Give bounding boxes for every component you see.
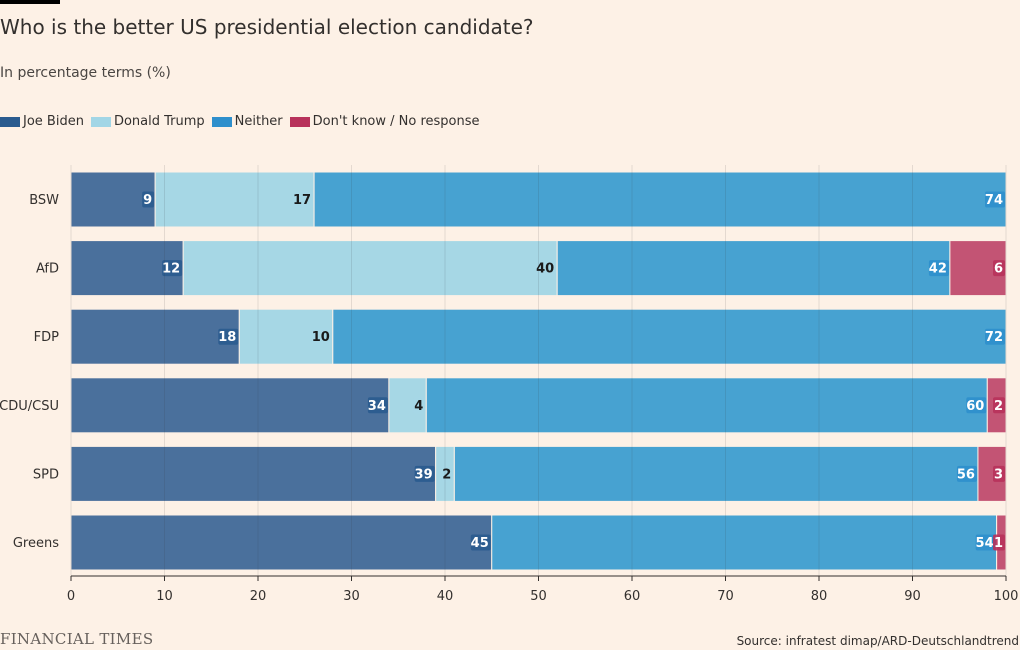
legend-item-trump: Donald Trump bbox=[90, 114, 205, 129]
value-label-spd-series-2: 56 bbox=[957, 467, 975, 482]
value-label-bg-spd-series-1 bbox=[441, 465, 454, 482]
legend-item-neither: Neither bbox=[211, 114, 283, 129]
value-label-cdu-csu-series-3: 2 bbox=[994, 399, 1003, 414]
value-label-bg-greens-series-2 bbox=[975, 534, 996, 551]
value-label-bg-afd-series-2 bbox=[928, 260, 949, 277]
legend-swatch-trump bbox=[90, 116, 111, 127]
value-label-bg-cdu-csu-series-3 bbox=[993, 397, 1005, 414]
value-label-bg-cdu-csu-series-2 bbox=[966, 397, 987, 414]
bar-cdu-csu-series-0 bbox=[70, 377, 390, 434]
value-label-bg-bsw-series-0 bbox=[142, 191, 155, 208]
bar-cdu-csu-series-2 bbox=[425, 377, 988, 434]
bar-bsw-series-1 bbox=[154, 171, 315, 228]
value-label-bg-afd-series-0 bbox=[162, 260, 183, 277]
bar-afd-series-2 bbox=[556, 240, 951, 297]
legend-label-neither: Neither bbox=[234, 114, 283, 129]
bar-afd-series-1 bbox=[182, 240, 558, 297]
source-note: Source: infratest dimap/ARD-Deutschlandt… bbox=[736, 634, 1019, 648]
value-label-bg-fdp-series-2 bbox=[985, 328, 1005, 345]
bar-bsw-series-2 bbox=[313, 171, 1007, 228]
value-label-afd-series-2: 42 bbox=[929, 262, 947, 277]
x-tick-label-30: 30 bbox=[343, 589, 360, 604]
chart-subtitle: In percentage terms (%) bbox=[0, 65, 171, 81]
x-tick-label-80: 80 bbox=[811, 589, 828, 604]
category-label-fdp: FDP bbox=[34, 330, 59, 345]
value-label-bg-cdu-csu-series-1 bbox=[413, 397, 426, 414]
category-label-greens: Greens bbox=[13, 536, 59, 551]
value-label-fdp-series-1: 10 bbox=[312, 330, 330, 345]
value-label-bg-greens-series-3 bbox=[993, 534, 1005, 551]
top-rule bbox=[0, 0, 60, 4]
value-label-fdp-series-2: 72 bbox=[985, 330, 1003, 345]
bar-bsw-series-0 bbox=[70, 171, 156, 228]
value-label-fdp-series-0: 18 bbox=[218, 330, 236, 345]
value-label-bsw-series-2: 74 bbox=[985, 193, 1003, 208]
bar-spd-series-0 bbox=[70, 445, 437, 502]
value-label-bg-spd-series-3 bbox=[993, 465, 1005, 482]
bar-greens-series-2 bbox=[491, 514, 998, 571]
bar-greens-series-0 bbox=[70, 514, 493, 571]
x-tick-label-50: 50 bbox=[530, 589, 547, 604]
x-tick-label-20: 20 bbox=[250, 589, 267, 604]
legend-swatch-dont-know bbox=[289, 116, 310, 127]
value-label-bg-afd-series-1 bbox=[536, 260, 557, 277]
value-label-afd-series-1: 40 bbox=[536, 262, 554, 277]
value-label-bsw-series-1: 17 bbox=[293, 193, 311, 208]
value-label-bg-greens-series-0 bbox=[470, 534, 491, 551]
bar-spd-series-2 bbox=[453, 445, 979, 502]
legend-swatch-neither bbox=[211, 116, 232, 127]
value-label-bsw-series-0: 9 bbox=[143, 193, 152, 208]
value-label-afd-series-3: 6 bbox=[994, 262, 1003, 277]
value-label-bg-bsw-series-1 bbox=[293, 191, 314, 208]
legend-item-dont-know: Don't know / No response bbox=[289, 114, 480, 129]
x-tick-label-70: 70 bbox=[717, 589, 734, 604]
category-label-afd: AfD bbox=[36, 262, 59, 277]
value-label-bg-spd-series-0 bbox=[414, 465, 435, 482]
value-label-cdu-csu-series-0: 34 bbox=[368, 399, 386, 414]
value-label-spd-series-1: 2 bbox=[442, 467, 451, 482]
category-label-bsw: BSW bbox=[29, 193, 59, 208]
legend: Joe Biden Donald Trump Neither Don't kno… bbox=[0, 114, 487, 129]
legend-label-biden: Joe Biden bbox=[23, 114, 84, 129]
value-label-bg-bsw-series-2 bbox=[985, 191, 1005, 208]
chart-title: Who is the better US presidential electi… bbox=[0, 15, 534, 39]
value-label-bg-afd-series-3 bbox=[993, 260, 1005, 277]
x-tick-label-90: 90 bbox=[904, 589, 921, 604]
legend-label-trump: Donald Trump bbox=[113, 114, 205, 129]
value-label-greens-series-3: 1 bbox=[994, 536, 1003, 551]
value-label-bg-spd-series-2 bbox=[956, 465, 977, 482]
value-label-spd-series-0: 39 bbox=[415, 467, 433, 482]
value-label-afd-series-0: 12 bbox=[162, 262, 180, 277]
bar-fdp-series-2 bbox=[332, 308, 1007, 365]
x-tick-label-10: 10 bbox=[156, 589, 173, 604]
category-label-cdu-csu: CDU/CSU bbox=[0, 399, 59, 414]
value-label-spd-series-3: 3 bbox=[994, 467, 1003, 482]
x-tick-label-0: 0 bbox=[67, 589, 75, 604]
legend-item-biden: Joe Biden bbox=[0, 114, 84, 129]
value-label-cdu-csu-series-1: 4 bbox=[414, 399, 423, 414]
legend-swatch-biden bbox=[0, 116, 20, 127]
value-label-bg-fdp-series-0 bbox=[218, 328, 239, 345]
value-label-greens-series-0: 45 bbox=[471, 536, 489, 551]
value-label-greens-series-2: 54 bbox=[976, 536, 994, 551]
bar-fdp-series-0 bbox=[70, 308, 240, 365]
category-label-spd: SPD bbox=[33, 467, 59, 482]
legend-label-dont-know: Don't know / No response bbox=[312, 114, 480, 129]
value-label-bg-cdu-csu-series-0 bbox=[367, 397, 388, 414]
value-label-bg-fdp-series-1 bbox=[311, 328, 332, 345]
ft-logo: FINANCIAL TIMES bbox=[0, 630, 154, 648]
value-label-cdu-csu-series-2: 60 bbox=[966, 399, 984, 414]
x-tick-label-60: 60 bbox=[624, 589, 641, 604]
x-tick-label-100: 100 bbox=[994, 589, 1019, 604]
x-tick-label-40: 40 bbox=[437, 589, 454, 604]
